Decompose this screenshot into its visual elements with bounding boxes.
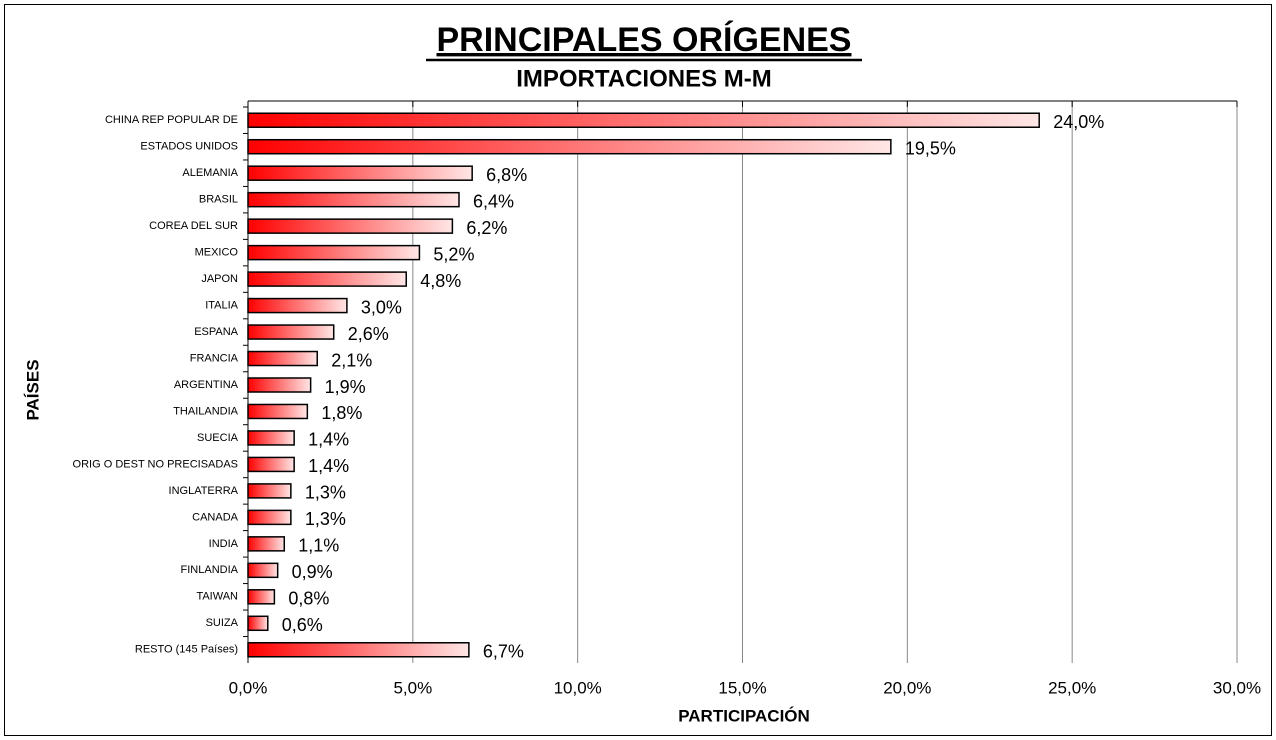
y-tick-label: CHINA REP POPULAR DE xyxy=(105,114,238,126)
bar xyxy=(247,430,295,446)
bar xyxy=(247,589,276,605)
data-label: 0,6% xyxy=(282,615,323,635)
bar xyxy=(247,377,312,393)
chart-title: PRINCIPALES ORÍGENES xyxy=(437,21,852,59)
data-label: 1,4% xyxy=(308,456,349,476)
bar xyxy=(247,483,292,499)
data-label: 1,1% xyxy=(298,536,339,556)
data-label: 2,6% xyxy=(348,324,389,344)
x-tick-label: 25,0% xyxy=(1048,678,1096,697)
bar xyxy=(247,536,286,552)
y-tick-label: SUECIA xyxy=(197,432,239,444)
x-axis-label: PARTICIPACIÓN xyxy=(678,706,810,725)
bar xyxy=(247,509,292,526)
x-tick-label: 20,0% xyxy=(883,678,931,697)
y-tick-label: CANADA xyxy=(192,511,239,523)
x-tick-label: 15,0% xyxy=(718,678,766,697)
bar xyxy=(247,324,335,340)
y-tick-label: ORIG O DEST NO PRECISADAS xyxy=(73,458,238,470)
data-label: 6,7% xyxy=(483,642,524,662)
y-tick-label: ALEMANIA xyxy=(182,167,238,179)
data-label: 0,8% xyxy=(288,589,329,609)
y-tick-label: INGLATERRA xyxy=(169,485,239,497)
bar xyxy=(247,112,1040,128)
x-tick-label: 10,0% xyxy=(554,678,602,697)
y-tick-label: COREA DEL SUR xyxy=(149,220,238,232)
data-label: 2,1% xyxy=(331,350,372,370)
data-label: 0,9% xyxy=(292,562,333,582)
bar xyxy=(247,562,279,579)
bar xyxy=(247,191,460,208)
data-label: 6,8% xyxy=(486,165,527,185)
bar xyxy=(247,615,269,632)
y-tick-label: SUIZA xyxy=(206,617,239,629)
y-tick-label: ARGENTINA xyxy=(174,379,239,391)
data-label: 4,8% xyxy=(420,271,461,291)
y-tick-label: ESPANA xyxy=(194,326,238,338)
y-tick-label: ESTADOS UNIDOS xyxy=(140,141,238,153)
y-tick-label: THAILANDIA xyxy=(173,405,238,417)
y-tick-label: ITALIA xyxy=(205,299,238,311)
x-tick-label: 0,0% xyxy=(229,678,268,697)
y-tick-label: FRANCIA xyxy=(190,352,239,364)
data-label: 6,2% xyxy=(466,218,507,238)
data-label: 1,3% xyxy=(305,483,346,503)
bar xyxy=(247,403,309,420)
data-label: 1,9% xyxy=(325,377,366,397)
y-tick-label: FINLANDIA xyxy=(181,564,239,576)
y-axis-label: PAÍSES xyxy=(23,359,42,420)
data-label: 24,0% xyxy=(1053,112,1104,132)
bar xyxy=(247,218,454,234)
y-tick-label: BRASIL xyxy=(199,194,238,206)
y-tick-label: MEXICO xyxy=(195,247,239,259)
bar xyxy=(247,165,473,181)
bar xyxy=(247,138,892,155)
data-label: 6,4% xyxy=(473,191,514,211)
data-label: 19,5% xyxy=(905,138,956,158)
x-tick-label: 5,0% xyxy=(393,678,432,697)
y-tick-label: TAIWAN xyxy=(196,591,238,603)
bar xyxy=(247,350,318,367)
y-tick-label: INDIA xyxy=(209,538,239,550)
y-tick-label: RESTO (145 Países) xyxy=(135,644,238,656)
bar xyxy=(247,297,348,314)
data-label: 1,8% xyxy=(321,403,362,423)
bar xyxy=(247,244,421,261)
y-tick-label: JAPON xyxy=(201,273,238,285)
data-label: 5,2% xyxy=(433,244,474,264)
bar xyxy=(247,456,295,473)
x-tick-label: 30,0% xyxy=(1213,678,1261,697)
data-label: 1,4% xyxy=(308,430,349,450)
bar xyxy=(247,271,407,287)
chart-subtitle: IMPORTACIONES M-M xyxy=(516,65,772,92)
data-label: 3,0% xyxy=(361,297,402,317)
data-label: 1,3% xyxy=(305,509,346,529)
bar xyxy=(247,642,470,658)
